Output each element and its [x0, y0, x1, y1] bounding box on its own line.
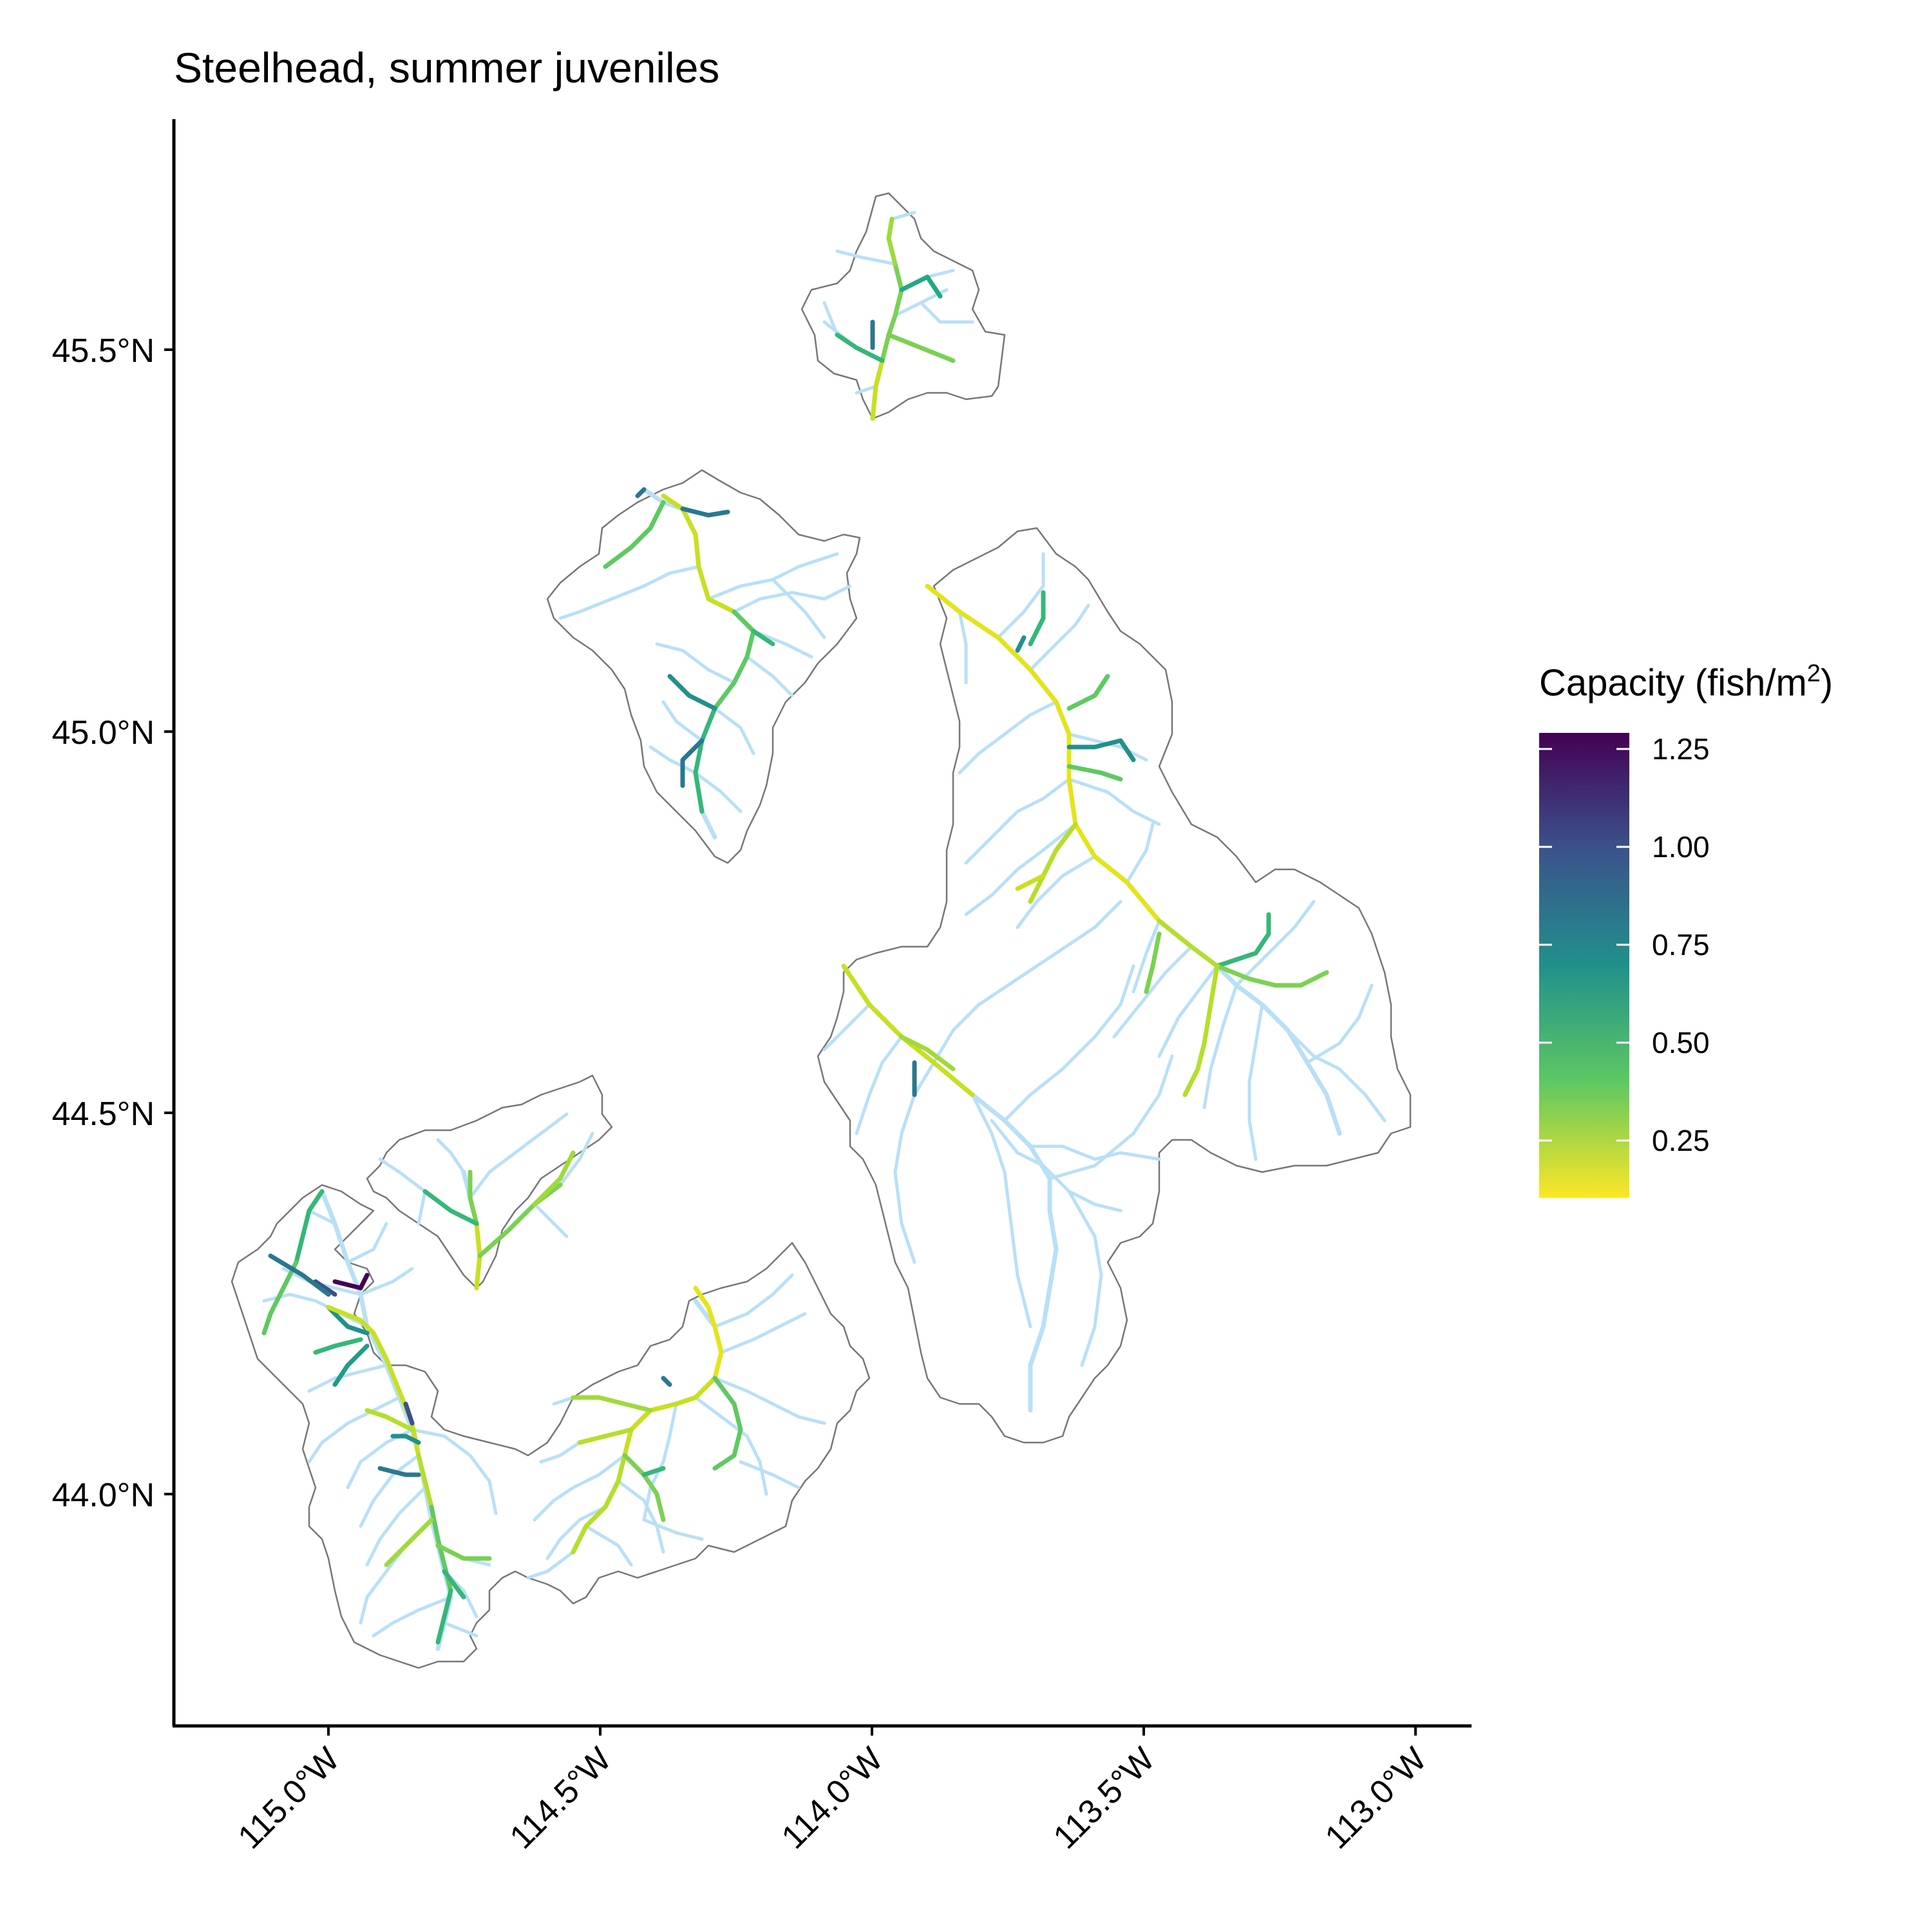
cap-east-upper1 [1028, 590, 1046, 647]
x-tick-label: 114.5°W [503, 1740, 619, 1856]
cap-sw-purple [332, 1273, 370, 1291]
cap-swe-t1 [712, 1376, 743, 1471]
legend-tick-label: 0.25 [1652, 1124, 1710, 1157]
cap-sw-upper [294, 1189, 325, 1265]
basin-north [800, 192, 1006, 420]
cap-sw-t4 [332, 1343, 370, 1387]
streams-capacity [261, 216, 1329, 1645]
cap-smallsouth-t3 [532, 1150, 576, 1207]
cap-smallsouth-t2 [422, 1189, 479, 1226]
cap-swe-t5 [622, 1453, 666, 1522]
cap-sw-t10 [442, 1569, 466, 1600]
cap-middle-main [661, 493, 737, 614]
cap-sw-t7 [377, 1466, 421, 1477]
cap-sw-t1 [268, 1253, 331, 1297]
cap-middle-main2 [712, 609, 756, 711]
cap-smallsouth-mid [468, 1170, 479, 1226]
cap-east-t8 [1182, 963, 1220, 1097]
cap-east-t6 [1215, 912, 1271, 969]
basin-southwest [231, 1184, 871, 1669]
cap-east-main2 [1157, 918, 1220, 969]
cap-sw-t5 [403, 1401, 415, 1426]
cap-east-t4 [1028, 822, 1078, 904]
cap-east-t9 [1144, 931, 1162, 994]
cap-sw-t8 [435, 1543, 492, 1561]
cap-north-main [870, 358, 885, 421]
x-tick-label: 115.0°W [231, 1740, 347, 1856]
cap-east-lower2 [899, 1034, 956, 1072]
y-tick-label: 45.0°N [52, 714, 155, 752]
map-title: Steelhead, summer juveniles [174, 44, 719, 91]
cap-sw-upper2 [261, 1260, 299, 1336]
cap-sw-t6 [390, 1434, 421, 1445]
legend-title: Capacity (fish/m2) [1539, 660, 1833, 704]
cap-east-upper2 [1015, 635, 1027, 653]
cap-sw-t11 [365, 1408, 415, 1432]
basins [231, 192, 1412, 1669]
y-tick-label: 44.5°N [52, 1095, 155, 1133]
cap-sw-t9 [384, 1517, 434, 1567]
legend-colorbar [1539, 733, 1629, 1198]
cap-swe-t3 [571, 1395, 653, 1413]
cap-smallsouth-t1 [477, 1182, 563, 1258]
cap-middle-t6 [635, 487, 647, 498]
cap-east-t2 [1066, 738, 1136, 762]
cap-sw-main-y2 [416, 1453, 434, 1510]
cap-middle-lower [693, 706, 717, 814]
legend-tick-label: 1.25 [1652, 732, 1710, 766]
cap-middle-t3 [667, 674, 717, 711]
cap-east-t3 [1066, 764, 1123, 782]
cap-north-trib4 [899, 274, 943, 299]
x-tick-label: 113.5°W [1046, 1740, 1162, 1856]
y-tick-label: 44.0°N [52, 1477, 155, 1514]
cap-north-trib3 [886, 332, 956, 363]
y-tick-label: 45.5°N [52, 332, 155, 370]
cap-north-trib2 [835, 332, 885, 363]
cap-north-upper [886, 216, 898, 267]
cap-sw-main-g2 [435, 1588, 453, 1645]
cap-east-t1 [1066, 674, 1110, 711]
legend-tick-label: 0.75 [1652, 928, 1710, 961]
x-tick-label: 113.0°W [1318, 1740, 1434, 1856]
cap-sw-darkblue [313, 1279, 337, 1297]
legend-tick-label: 1.00 [1652, 830, 1710, 864]
cap-swe-t4 [577, 1427, 634, 1445]
cap-sw-t2 [326, 1305, 370, 1336]
cap-swe-t6 [641, 1466, 666, 1477]
cap-east-t5 [1015, 873, 1046, 891]
basin-east [817, 527, 1412, 1444]
cap-middle-t5 [751, 629, 775, 647]
cap-sw-t3 [313, 1337, 363, 1355]
legend: Capacity (fish/m2) 1.25 1.00 0.75 0.50 0… [1539, 660, 1833, 1198]
cap-swe-main2 [622, 1376, 717, 1458]
cap-middle-t4 [680, 738, 705, 788]
cap-swe-t2 [661, 1376, 672, 1387]
cap-east-t7 [1215, 963, 1329, 988]
basin-small-south [366, 1074, 613, 1289]
cap-swe-main3 [571, 1453, 627, 1555]
cap-middle-t1 [680, 506, 730, 518]
legend-tick-label: 0.50 [1652, 1026, 1710, 1059]
x-tick-label: 114.0°W [775, 1740, 891, 1856]
legend-ticks [1539, 748, 1629, 1142]
cap-swe-main [693, 1285, 724, 1381]
cap-east-main [925, 583, 1162, 923]
cap-north-mid [880, 261, 904, 363]
cap-middle-t2 [603, 500, 666, 569]
